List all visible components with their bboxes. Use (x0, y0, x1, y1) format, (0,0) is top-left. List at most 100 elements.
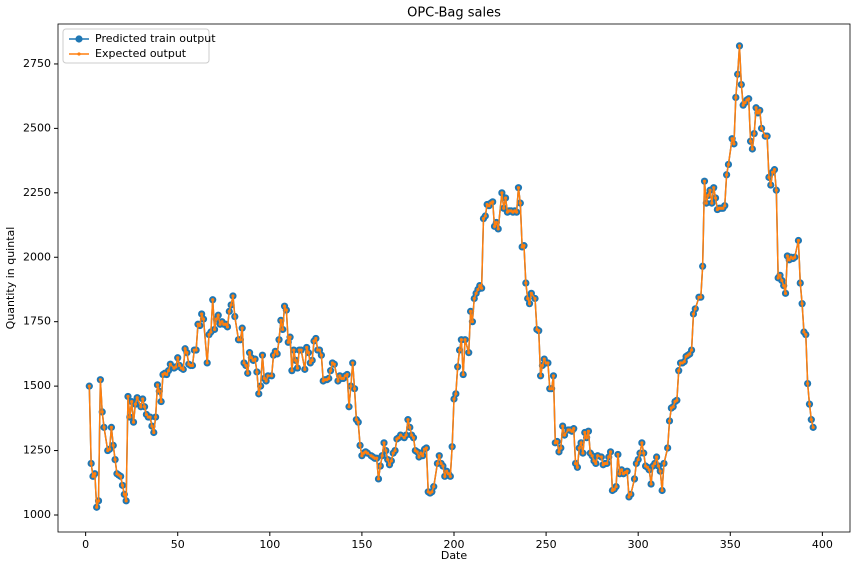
data-point (109, 425, 114, 429)
data-point (691, 312, 696, 316)
data-point (292, 348, 296, 352)
data-point (266, 374, 270, 378)
data-point (739, 82, 743, 87)
data-point (651, 464, 655, 468)
data-point (358, 443, 362, 448)
data-point (809, 418, 813, 422)
data-point (625, 469, 629, 473)
data-point (288, 335, 292, 339)
data-point (209, 330, 213, 334)
data-point (655, 455, 659, 459)
legend-marker (75, 35, 83, 43)
data-point (699, 295, 703, 299)
y-tick-label: 1750 (23, 315, 51, 328)
data-point (616, 452, 620, 457)
data-point (491, 200, 495, 204)
data-point (365, 451, 370, 455)
data-point (741, 103, 745, 107)
data-point (168, 362, 172, 366)
data-point (656, 464, 661, 468)
data-point (492, 224, 497, 228)
data-point (314, 336, 318, 341)
data-point (406, 418, 410, 422)
data-point (264, 379, 268, 383)
data-point (599, 455, 603, 459)
data-point (481, 216, 486, 221)
x-tick-label: 350 (720, 538, 741, 551)
data-point (713, 196, 718, 200)
y-tick-label: 2000 (23, 250, 51, 263)
data-point (155, 383, 160, 387)
data-point (277, 338, 281, 342)
data-point (260, 353, 265, 357)
data-point (262, 376, 266, 380)
data-point (785, 254, 789, 258)
data-point (308, 361, 312, 365)
data-point (614, 485, 618, 489)
data-point (430, 490, 434, 494)
data-point (527, 302, 532, 306)
data-point (328, 369, 333, 373)
data-point (807, 402, 812, 406)
data-point (255, 370, 259, 374)
data-point (87, 384, 91, 388)
data-point (190, 363, 195, 368)
data-point (638, 451, 642, 455)
data-point (345, 372, 349, 377)
data-point (649, 482, 653, 486)
data-point (557, 450, 561, 454)
data-point (177, 363, 182, 368)
data-point (249, 356, 253, 360)
data-point (782, 284, 786, 288)
data-point (798, 281, 802, 285)
legend-box (62, 28, 210, 64)
data-point (608, 450, 613, 454)
data-point (585, 436, 589, 440)
data-point (675, 398, 679, 402)
data-point (472, 296, 476, 301)
data-point (721, 206, 725, 210)
data-point (356, 420, 360, 424)
data-point (305, 345, 309, 350)
data-point (257, 392, 261, 396)
data-point (310, 358, 314, 362)
data-point (682, 360, 686, 364)
data-point (756, 111, 760, 115)
data-point (275, 352, 279, 356)
data-point (306, 351, 311, 355)
data-point (704, 201, 708, 205)
data-point (89, 461, 93, 466)
data-point (706, 193, 710, 197)
data-point (667, 419, 672, 423)
data-point (284, 308, 288, 312)
data-point (198, 323, 202, 328)
data-point (139, 405, 143, 409)
data-point (312, 339, 316, 343)
data-point (386, 457, 390, 462)
data-point (562, 433, 567, 437)
data-point (408, 425, 412, 429)
y-tick-label: 1000 (23, 508, 51, 521)
data-point (376, 477, 381, 481)
data-point (590, 454, 594, 458)
data-point (347, 405, 351, 409)
data-point (456, 365, 460, 369)
data-point (496, 227, 500, 231)
data-point (446, 472, 451, 476)
data-point (419, 451, 423, 455)
data-point (238, 338, 242, 342)
data-point (653, 461, 657, 466)
data-point (378, 464, 382, 468)
y-axis-label: Quantity in quintal (4, 227, 17, 330)
legend-label: Predicted train output (95, 32, 216, 45)
data-point (575, 465, 580, 469)
data-point (793, 255, 797, 259)
data-point (726, 162, 731, 167)
data-point (476, 287, 480, 292)
data-point (570, 429, 574, 433)
data-point (636, 457, 640, 462)
data-point (804, 332, 808, 337)
data-point (393, 448, 397, 453)
data-point (542, 357, 546, 361)
